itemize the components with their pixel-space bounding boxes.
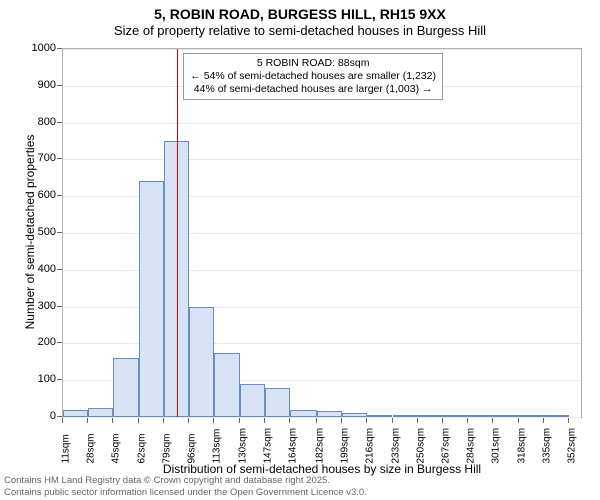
y-tick [57, 342, 62, 343]
x-tick [264, 418, 265, 423]
annotation-line-3: 44% of semi-detached houses are larger (… [190, 83, 436, 96]
y-tick-label: 300 [26, 300, 56, 312]
x-tick [112, 418, 113, 423]
y-tick [57, 48, 62, 49]
y-tick [57, 85, 62, 86]
x-tick [543, 418, 544, 423]
x-tick [289, 418, 290, 423]
x-tick [62, 418, 63, 423]
x-tick [87, 418, 88, 423]
chart-container: 5, ROBIN ROAD, BURGESS HILL, RH15 9XX Si… [0, 0, 600, 500]
chart-title: 5, ROBIN ROAD, BURGESS HILL, RH15 9XX [0, 0, 600, 23]
footer-line-2: Contains public sector information licen… [4, 487, 367, 498]
y-tick-label: 900 [26, 79, 56, 91]
y-tick [57, 416, 62, 417]
y-tick [57, 306, 62, 307]
x-tick [163, 418, 164, 423]
y-tick-label: 1000 [26, 42, 56, 54]
x-tick [518, 418, 519, 423]
x-tick [442, 418, 443, 423]
y-tick [57, 232, 62, 233]
footer-line-1: Contains HM Land Registry data © Crown c… [4, 475, 367, 486]
y-ticks-layer: 01002003004005006007008009001000 [0, 48, 62, 418]
y-tick-label: 800 [26, 116, 56, 128]
x-tick [392, 418, 393, 423]
x-tick [188, 418, 189, 423]
annotation-line-1: 5 ROBIN ROAD: 88sqm [190, 57, 436, 70]
y-tick-label: 100 [26, 373, 56, 385]
y-tick [57, 379, 62, 380]
y-tick-label: 600 [26, 189, 56, 201]
y-tick-label: 200 [26, 336, 56, 348]
x-tick [467, 418, 468, 423]
plot-area: 5 ROBIN ROAD: 88sqm← 54% of semi-detache… [62, 48, 582, 418]
annotation-line-2: ← 54% of semi-detached houses are smalle… [190, 70, 436, 83]
y-tick-label: 700 [26, 152, 56, 164]
y-tick [57, 269, 62, 270]
y-tick [57, 195, 62, 196]
x-tick [366, 418, 367, 423]
x-tick [492, 418, 493, 423]
y-tick [57, 158, 62, 159]
annotation-box: 5 ROBIN ROAD: 88sqm← 54% of semi-detache… [183, 53, 443, 100]
x-tick [341, 418, 342, 423]
annotation-layer: 5 ROBIN ROAD: 88sqm← 54% of semi-detache… [63, 49, 581, 417]
y-tick-label: 0 [26, 410, 56, 422]
x-tick [316, 418, 317, 423]
x-tick [568, 418, 569, 423]
x-tick [239, 418, 240, 423]
y-tick-label: 400 [26, 263, 56, 275]
x-tick [213, 418, 214, 423]
chart-subtitle: Size of property relative to semi-detach… [0, 23, 600, 42]
x-axis-label: Distribution of semi-detached houses by … [62, 462, 582, 476]
x-tick [138, 418, 139, 423]
x-tick [417, 418, 418, 423]
y-tick-label: 500 [26, 226, 56, 238]
y-tick [57, 122, 62, 123]
footer-text: Contains HM Land Registry data © Crown c… [4, 475, 367, 498]
